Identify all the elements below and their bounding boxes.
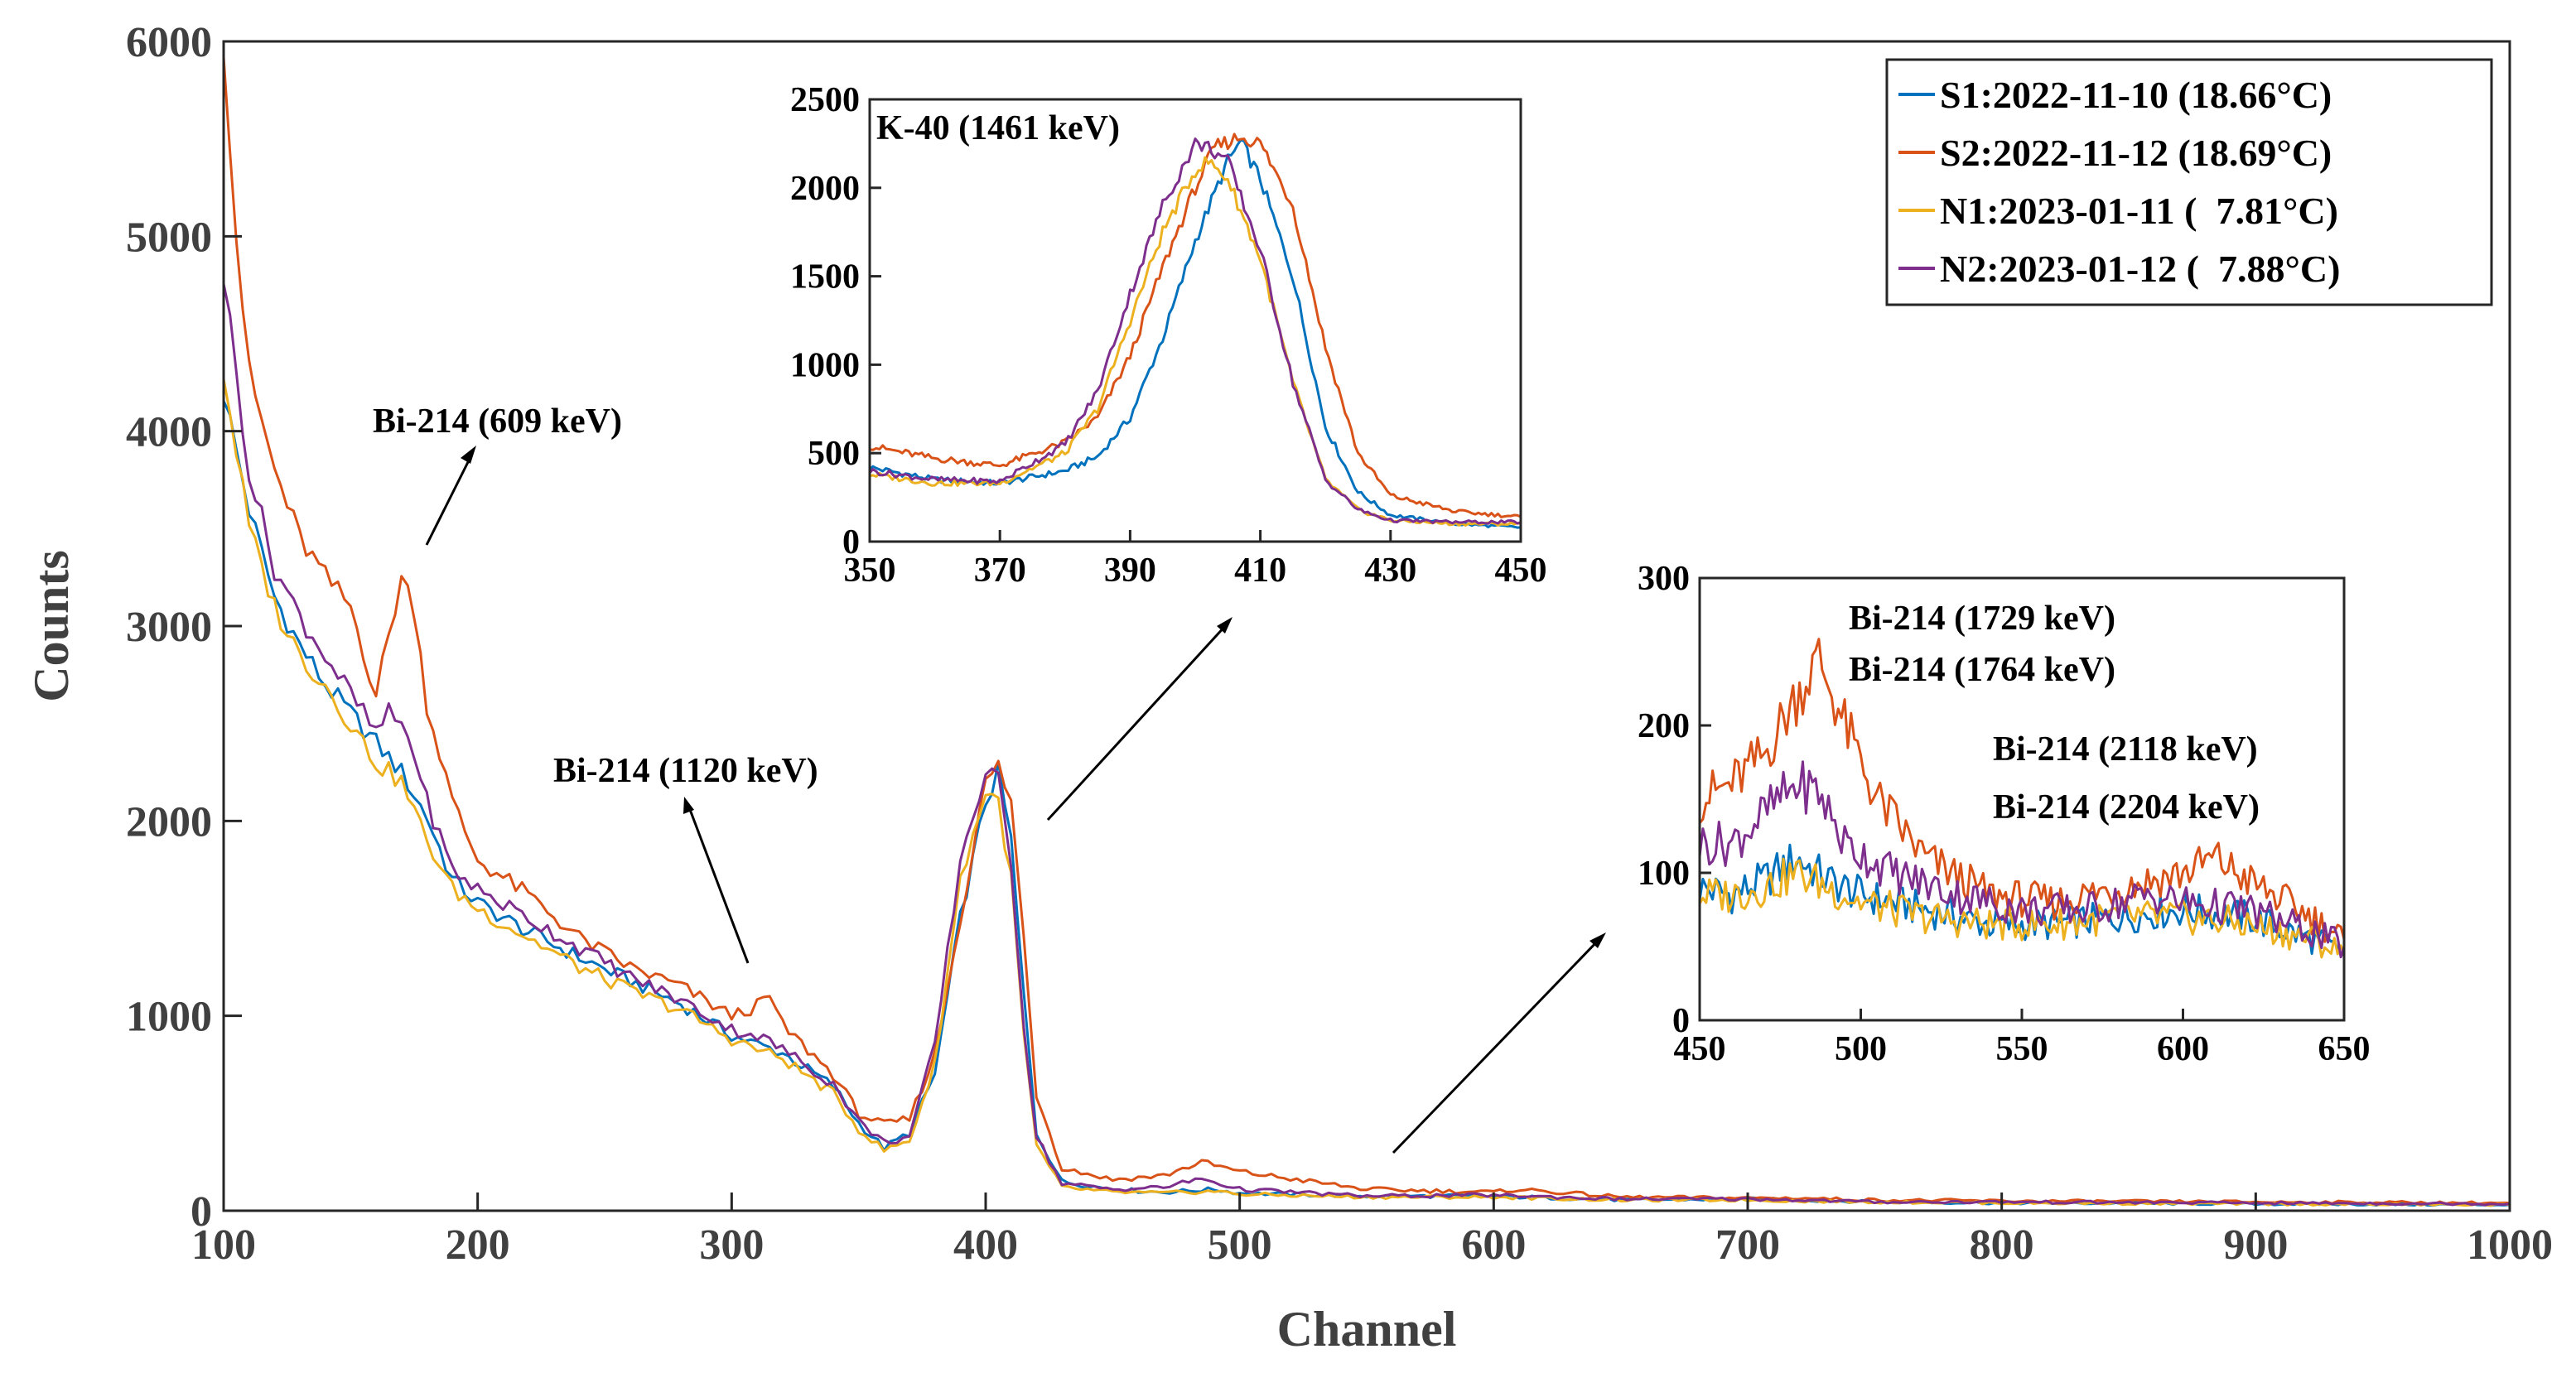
k40-inset-x-tick-label: 450 bbox=[1495, 552, 1547, 590]
k40-inset-label: K-40 (1461 keV) bbox=[876, 109, 1120, 147]
main-series-lines bbox=[222, 56, 2511, 1207]
main-x-tick-label: 600 bbox=[1461, 1221, 1526, 1269]
main-y-tick-label: 0 bbox=[191, 1188, 212, 1236]
k40-inset-background bbox=[870, 99, 1521, 542]
arrow-to-bi214-inset bbox=[1392, 938, 1600, 1154]
k40-inset-x-ticks: 350 370 390 410 430 450 bbox=[844, 530, 1547, 590]
arrowhead-bi214-inset bbox=[1589, 932, 1606, 948]
k40-inset-y-tick-label: 1500 bbox=[790, 258, 860, 296]
k40-inset-y-tick-label: 500 bbox=[808, 435, 860, 473]
k40-inset-y-tick-label: 0 bbox=[842, 523, 860, 561]
annotation-arrow-1120 bbox=[687, 807, 750, 964]
main-y-tick-label: 1000 bbox=[126, 994, 212, 1041]
annotation-bi214-609: Bi-214 (609 keV) bbox=[373, 402, 622, 441]
main-y-tick-label: 6000 bbox=[126, 19, 212, 66]
arrowhead-609 bbox=[461, 446, 476, 464]
main-x-tick-label: 700 bbox=[1715, 1221, 1780, 1269]
main-x-tick-label: 300 bbox=[699, 1221, 764, 1269]
bi214-inset-series-s1 bbox=[1698, 843, 2345, 957]
bi214-inset-lines bbox=[1698, 638, 2346, 959]
k40-inset-x-tick-label: 370 bbox=[974, 552, 1026, 590]
k40-inset-x-tick-label: 430 bbox=[1364, 552, 1416, 590]
k40-inset-series-s2 bbox=[869, 132, 1522, 518]
main-y-tick-label: 5000 bbox=[126, 214, 212, 261]
main-x-tick-label: 1000 bbox=[2467, 1221, 2553, 1269]
legend-label-s2: S2:2022-11-12 (18.69°C) bbox=[1940, 132, 2332, 174]
k40-inset-lines bbox=[868, 132, 1522, 529]
bi214-inset-y-tick-label: 0 bbox=[1672, 1002, 1690, 1040]
k40-inset-x-tick-label: 410 bbox=[1234, 552, 1286, 590]
k40-inset-series-n2 bbox=[868, 137, 1522, 525]
bi214-label-2118: Bi-214 (2118 keV) bbox=[1993, 730, 2258, 768]
bi214-inset-series-n2 bbox=[1698, 760, 2346, 959]
bi214-inset-x-tick-label: 600 bbox=[2157, 1030, 2209, 1068]
y-axis-title: Counts bbox=[24, 550, 79, 701]
x-axis-title: Channel bbox=[1277, 1302, 1457, 1356]
main-x-tick-label: 100 bbox=[191, 1221, 256, 1269]
k40-inset: 350 370 390 410 430 450 05001000150020002500 … bbox=[790, 81, 1547, 590]
legend: S1:2022-11-10 (18.66°C) S2:2022-11-12 (1… bbox=[1885, 58, 2493, 306]
main-y-ticks: 0 1000 2000 3000 4000 5000 6000 bbox=[126, 19, 242, 1236]
bi214-inset-x-tick-label: 650 bbox=[2318, 1030, 2371, 1068]
k40-inset-y-ticks: 0 500 1000 1500 2000 2500 bbox=[790, 81, 881, 561]
bi214-label-1729: Bi-214 (1729 keV) bbox=[1849, 600, 2115, 638]
main-series-n2 bbox=[222, 283, 2511, 1207]
main-y-tick-label: 4000 bbox=[126, 409, 212, 456]
main-x-tick-label: 200 bbox=[446, 1221, 510, 1269]
annotation-arrow-609 bbox=[425, 453, 474, 546]
bi214-inset-y-tick-label: 100 bbox=[1638, 855, 1690, 893]
annotation-bi214-1120: Bi-214 (1120 keV) bbox=[553, 752, 818, 790]
k40-inset-y-tick-label: 2000 bbox=[790, 170, 860, 208]
legend-box bbox=[1885, 58, 2493, 306]
bi214-inset-x-tick-label: 550 bbox=[1996, 1030, 2048, 1068]
arrowhead-1120 bbox=[683, 797, 694, 814]
main-plot: 100 200 300 400 500 600 700 800 900 1000 01000200… bbox=[24, 19, 2553, 1356]
k40-inset-x-tick-label: 350 bbox=[844, 552, 896, 590]
main-x-tick-label: 500 bbox=[1208, 1221, 1272, 1269]
main-x-tick-label: 900 bbox=[2223, 1221, 2288, 1269]
main-x-tick-label: 400 bbox=[953, 1221, 1018, 1269]
bi214-inset-x-tick-label: 500 bbox=[1835, 1030, 1887, 1068]
bi214-inset: 450 500 550 600 650 0 100 200 300 Bi-214 (1729 … bbox=[1638, 560, 2371, 1068]
bi214-inset-x-ticks: 450 500 550 600 650 bbox=[1674, 1009, 2371, 1068]
main-x-tick-label: 800 bbox=[1970, 1221, 2034, 1269]
bi214-label-1764: Bi-214 (1764 keV) bbox=[1849, 651, 2115, 689]
bi214-label-2204: Bi-214 (2204 keV) bbox=[1993, 788, 2260, 826]
arrowhead-k40-inset bbox=[1217, 617, 1233, 634]
bi214-inset-series-n1 bbox=[1698, 857, 2346, 959]
main-x-ticks: 100 200 300 400 500 600 700 800 900 1000 bbox=[191, 1192, 2553, 1269]
bi214-inset-x-tick-label: 450 bbox=[1674, 1030, 1726, 1068]
bi214-inset-y-ticks: 0 100 200 300 bbox=[1638, 560, 1711, 1040]
main-y-tick-label: 3000 bbox=[126, 604, 212, 651]
legend-label-n1: N1:2023-01-11 ( 7.81°C) bbox=[1940, 190, 2338, 232]
main-annotations: Bi-214 (609 keV) Bi-214 (1120 keV) bbox=[373, 402, 1606, 1154]
k40-inset-y-tick-label: 2500 bbox=[790, 81, 860, 119]
bi214-inset-series-s2 bbox=[1698, 638, 2346, 943]
k40-inset-y-tick-label: 1000 bbox=[790, 346, 860, 384]
main-y-tick-label: 2000 bbox=[126, 798, 212, 846]
k40-inset-frame bbox=[868, 98, 1522, 543]
legend-label-s1: S1:2022-11-10 (18.66°C) bbox=[1940, 74, 2332, 116]
legend-label-n2: N2:2023-01-12 ( 7.88°C) bbox=[1940, 248, 2340, 290]
arrow-to-k40-inset bbox=[1046, 624, 1228, 822]
k40-inset-x-tick-label: 390 bbox=[1104, 552, 1156, 590]
bi214-inset-y-tick-label: 200 bbox=[1638, 707, 1690, 745]
bi214-inset-y-tick-label: 300 bbox=[1638, 560, 1690, 598]
